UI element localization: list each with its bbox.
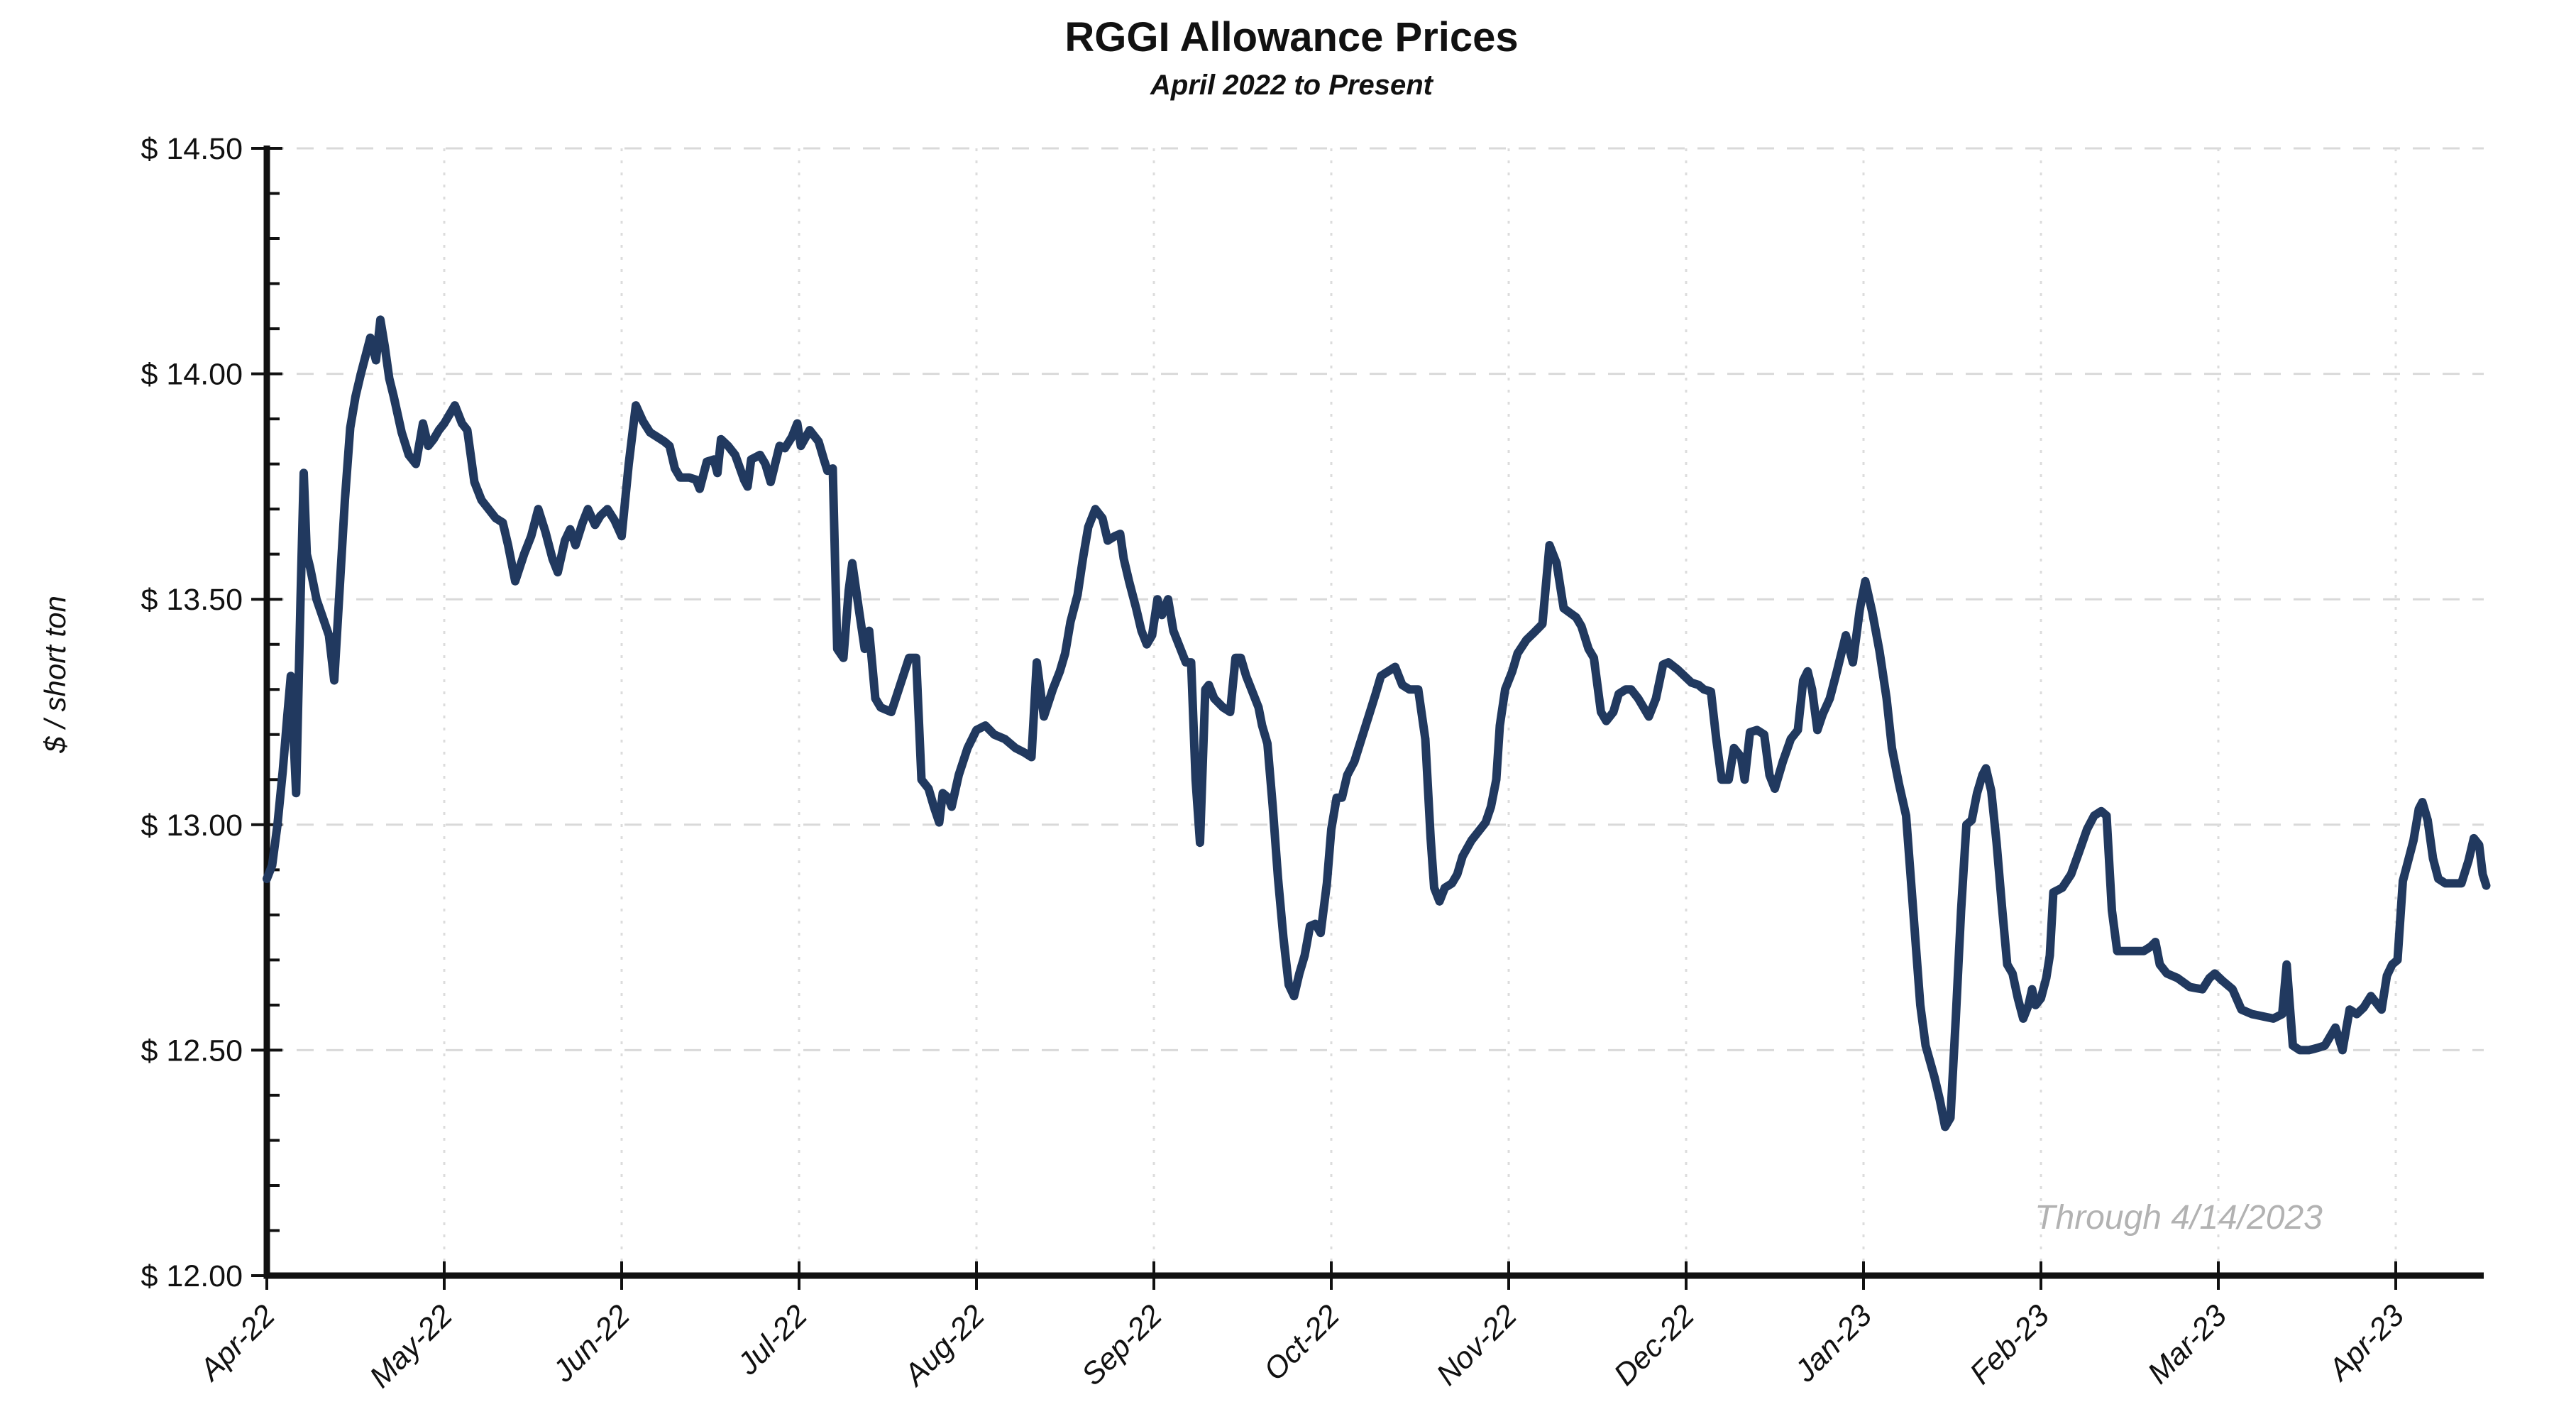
x-tick-label: Jun-22	[546, 1298, 637, 1389]
x-tick-label: May-22	[363, 1298, 459, 1394]
x-tick-label: Dec-22	[1607, 1298, 1701, 1392]
y-tick-label: $ 12.50	[141, 1034, 243, 1068]
annotation-through-date: Through 4/14/2023	[2035, 1199, 2323, 1237]
y-tick-label: $ 12.00	[141, 1259, 243, 1293]
x-tick-label: Jul-22	[731, 1298, 815, 1382]
x-tick-label: Aug-22	[896, 1298, 991, 1393]
axis-layer	[251, 146, 2484, 1290]
chart-title: RGGI Allowance Prices	[1064, 14, 1518, 60]
y-tick-label: $ 13.00	[141, 809, 243, 843]
x-tick-label: Apr-23	[2321, 1298, 2411, 1388]
y-tick-label: $ 14.00	[141, 358, 243, 392]
chart-subtitle: April 2022 to Present	[1150, 70, 1434, 101]
x-tick-label: Nov-22	[1430, 1298, 1524, 1392]
series-layer	[263, 315, 2491, 1132]
x-tick-label: Sep-22	[1075, 1298, 1169, 1392]
price-line-series	[263, 315, 2491, 1132]
x-tick-label: Oct-22	[1257, 1298, 1346, 1387]
x-tick-label: Feb-23	[1964, 1298, 2056, 1391]
x-tick-label: Jan-23	[1788, 1298, 1878, 1389]
grid-layer	[267, 147, 2484, 1276]
x-tick-label: Apr-22	[192, 1298, 282, 1388]
y-axis-title: $ / short ton	[38, 596, 72, 754]
y-tick-label: $ 13.50	[141, 583, 243, 617]
x-tick-label: Mar-23	[2141, 1298, 2233, 1391]
y-tick-label: $ 14.50	[141, 132, 243, 166]
